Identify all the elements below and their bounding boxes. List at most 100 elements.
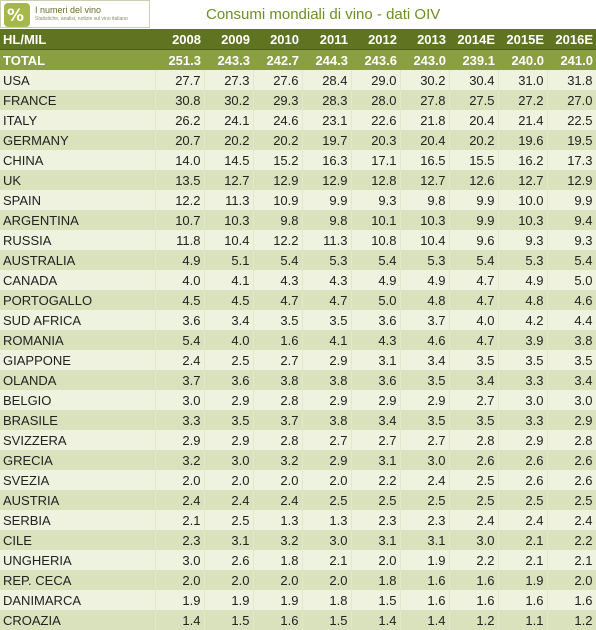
value-cell: 10.7 [155,210,205,230]
value-cell: 3.4 [547,370,596,390]
value-cell: 2.2 [547,530,596,550]
value-cell: 3.3 [498,410,548,430]
value-cell: 3.8 [253,370,303,390]
value-cell: 3.0 [155,390,205,410]
country-label: SUD AFRICA [0,310,156,330]
value-cell: 26.2 [155,110,205,130]
value-cell: 1.6 [400,590,450,610]
value-cell: 3.1 [351,450,401,470]
value-cell: 5.0 [547,270,596,290]
total-label: TOTAL [0,49,155,70]
value-cell: 12.9 [253,170,303,190]
value-cell: 2.4 [253,490,303,510]
total-cell: 241.0 [547,49,596,70]
table-row: BELGIO 3.0 2.9 2.8 2.9 2.9 2.9 2.7 3.0 3.0 [0,390,596,410]
value-cell: 3.0 [449,530,499,550]
value-cell: 2.9 [302,450,352,470]
value-cell: 1.8 [351,570,401,590]
value-cell: 12.8 [351,170,401,190]
value-cell: 3.5 [400,410,450,430]
value-cell: 2.5 [449,490,499,510]
value-cell: 12.9 [547,170,596,190]
value-cell: 2.2 [351,470,401,490]
value-cell: 3.7 [400,310,450,330]
value-cell: 3.7 [155,370,205,390]
value-cell: 20.4 [400,130,450,150]
value-cell: 2.9 [155,430,205,450]
value-cell: 2.3 [400,510,450,530]
value-cell: 30.4 [449,70,499,90]
value-cell: 9.9 [449,210,499,230]
value-cell: 2.7 [449,390,499,410]
value-cell: 1.5 [302,610,352,630]
value-cell: 3.5 [498,350,548,370]
value-cell: 1.6 [498,590,548,610]
table-row: CROAZIA 1.4 1.5 1.6 1.5 1.4 1.4 1.2 1.1 1.2 [0,610,596,630]
value-cell: 2.5 [400,490,450,510]
value-cell: 5.4 [253,250,303,270]
value-cell: 2.1 [498,530,548,550]
value-cell: 28.4 [302,70,352,90]
value-cell: 3.1 [351,350,401,370]
column-header-year: 2014E [449,29,498,50]
value-cell: 3.4 [400,350,450,370]
country-label: GRECIA [0,450,156,470]
value-cell: 16.5 [400,150,450,170]
value-cell: 2.5 [204,350,254,370]
value-cell: 2.8 [253,390,303,410]
table-row: GERMANY 20.7 20.2 20.2 19.7 20.3 20.4 20.2 19.6 1… [0,130,596,150]
value-cell: 20.2 [253,130,303,150]
value-cell: 3.0 [155,550,205,570]
value-cell: 3.2 [253,530,303,550]
value-cell: 4.8 [498,290,548,310]
page-title: Consumi mondiali di vino - dati OIV [206,6,441,23]
value-cell: 5.3 [302,250,352,270]
value-cell: 3.0 [302,530,352,550]
table-row: ROMANIA 5.4 4.0 1.6 4.1 4.3 4.6 4.7 3.9 3.8 [0,330,596,350]
value-cell: 2.4 [155,350,205,370]
value-cell: 4.8 [400,290,450,310]
value-cell: 4.0 [204,330,254,350]
value-cell: 3.2 [155,450,205,470]
value-cell: 9.3 [351,190,401,210]
total-cell: 239.1 [449,49,498,70]
value-cell: 2.4 [449,510,499,530]
value-cell: 2.4 [547,510,596,530]
country-label: PORTOGALLO [0,290,156,310]
value-cell: 21.8 [400,110,450,130]
value-cell: 2.7 [351,430,401,450]
value-cell: 12.7 [204,170,254,190]
value-cell: 2.6 [498,450,548,470]
value-cell: 2.1 [155,510,205,530]
country-label: SVIZZERA [0,430,156,450]
value-cell: 2.8 [449,430,499,450]
value-cell: 14.5 [204,150,254,170]
table-row: SVIZZERA 2.9 2.9 2.8 2.7 2.7 2.7 2.8 2.9 2.8 [0,430,596,450]
value-cell: 2.4 [204,490,254,510]
site-logo[interactable]: % I numeri del vino Statistiche, analisi… [0,0,150,28]
value-cell: 28.0 [351,90,401,110]
value-cell: 2.5 [302,490,352,510]
value-cell: 3.5 [204,410,254,430]
value-cell: 1.6 [449,570,499,590]
value-cell: 2.6 [547,450,596,470]
value-cell: 2.4 [155,490,205,510]
value-cell: 12.6 [449,170,499,190]
value-cell: 27.7 [155,70,205,90]
value-cell: 2.8 [547,430,596,450]
value-cell: 2.9 [351,390,401,410]
value-cell: 1.5 [351,590,401,610]
table-row: OLANDA 3.7 3.6 3.8 3.8 3.6 3.5 3.4 3.3 3.4 [0,370,596,390]
value-cell: 2.6 [547,470,596,490]
value-cell: 2.5 [351,490,401,510]
country-label: AUSTRIA [0,490,156,510]
value-cell: 4.9 [351,270,401,290]
value-cell: 2.1 [547,550,596,570]
svg-text:%: % [7,6,24,26]
value-cell: 4.5 [204,290,254,310]
value-cell: 1.3 [302,510,352,530]
value-cell: 9.9 [302,190,352,210]
value-cell: 2.0 [155,570,205,590]
value-cell: 2.9 [302,390,352,410]
value-cell: 2.0 [204,570,254,590]
